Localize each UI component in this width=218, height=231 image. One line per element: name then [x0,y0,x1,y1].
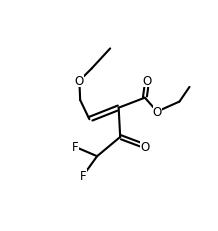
Text: O: O [143,75,152,88]
Text: F: F [80,169,87,182]
Text: O: O [75,75,84,88]
Text: O: O [140,140,150,153]
Text: F: F [72,141,79,154]
Text: O: O [153,106,162,119]
